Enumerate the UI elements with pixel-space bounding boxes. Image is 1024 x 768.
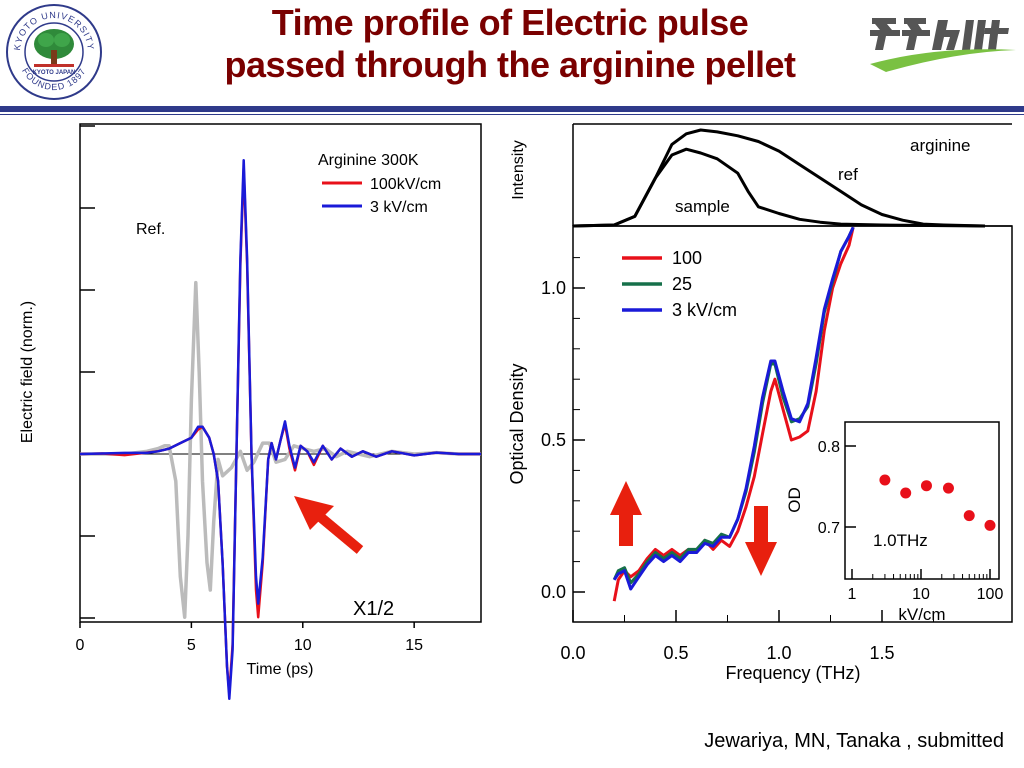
od-x-tick-label: 1.5 xyxy=(869,643,894,663)
logo-glyphs xyxy=(870,18,1009,50)
od-chart-frame xyxy=(572,225,1013,623)
od-y-tick-label: 0.0 xyxy=(541,582,566,602)
time-chart: 0 5 10 15 Time (ps) Electric field (norm.) … xyxy=(19,123,482,701)
inset-data-point xyxy=(879,474,891,486)
od-line-0 xyxy=(612,226,855,602)
time-chart-legend: Arginine 300K 100kV/cm 3 kV/cm xyxy=(318,152,441,216)
od-chart-x-label: Frequency (THz) xyxy=(725,663,860,683)
arginine-annotation: arginine xyxy=(910,136,971,155)
slide-title: Time profile of Electric pulse passed th… xyxy=(110,2,910,86)
legend-entry-3kv-od: 3 kV/cm xyxy=(672,300,737,320)
ref-annotation: Ref. xyxy=(136,221,165,238)
logo-badge-text: PRESTO xyxy=(928,60,965,70)
legend-entry-100: 100 xyxy=(672,248,702,268)
inset-data-point xyxy=(984,519,996,531)
od-chart-series xyxy=(612,226,855,602)
inset-annotation: 1.0THz xyxy=(873,531,928,550)
citation: Jewariya, MN, Tanaka , submitted xyxy=(704,730,1004,752)
intensity-series xyxy=(572,128,986,228)
legend-title: Arginine 300K xyxy=(318,152,419,169)
header-rule xyxy=(0,106,1024,112)
inset-y-tick-label: 0.8 xyxy=(818,439,840,456)
od-chart: 0.0 0.5 1.0 0.0 0.5 1.0 1.5 Frequency (THz) O… xyxy=(507,225,1013,683)
time-x-tick-label: 10 xyxy=(294,637,312,654)
title-line-2: passed through the arginine pellet xyxy=(224,44,796,85)
inset-x-tick-label: 1 xyxy=(848,586,857,603)
inset-chart: 0.7 0.8 1 10 100 kV/cm OD 1.0THz xyxy=(785,421,1004,624)
intensity-chart: Intensity arginine ref sample xyxy=(510,123,1012,228)
time-chart-y-ticks xyxy=(80,125,95,619)
od-x-tick-label: 0.5 xyxy=(663,643,688,663)
od-line-2 xyxy=(612,226,855,591)
legend-entry-25: 25 xyxy=(672,274,692,294)
sample-spectrum-annotation: sample xyxy=(675,197,730,216)
university-seal: KYOTO UNIVERSITY FOUNDED 1897 KYOTO JAPA… xyxy=(6,4,102,100)
od-y-tick-label: 0.5 xyxy=(541,430,566,450)
header-rule-thin xyxy=(0,114,1024,115)
time-chart-x-label: Time (ps) xyxy=(247,661,314,678)
time-x-tick-label: 0 xyxy=(76,637,85,654)
down-arrow-icon xyxy=(745,506,777,576)
inset-y-label: OD xyxy=(785,487,804,513)
inset-points xyxy=(879,474,996,531)
legend-entry-100kv: 100kV/cm xyxy=(370,176,441,193)
inset-x-tick-label: 100 xyxy=(977,586,1004,603)
time-series-line-0 xyxy=(79,167,481,695)
inset-y-ticks: 0.7 0.8 xyxy=(818,439,856,537)
time-series-line-ref xyxy=(80,280,481,619)
time-x-tick-label: 15 xyxy=(405,637,423,654)
time-chart-y-label: Electric field (norm.) xyxy=(19,301,36,443)
od-chart-x-ticks: 0.0 0.5 1.0 1.5 xyxy=(560,610,934,663)
sakigake-logo: PRESTO xyxy=(870,18,1016,72)
seal-center-text: KYOTO JAPAN xyxy=(33,70,76,76)
time-chart-x-ticks: 0 5 10 15 xyxy=(76,622,423,654)
od-x-tick-label: 0.0 xyxy=(560,643,585,663)
up-arrow-icon xyxy=(610,481,642,546)
inset-x-tick-label: 10 xyxy=(912,586,930,603)
time-chart-frame xyxy=(79,123,482,623)
od-chart-legend: 100 25 3 kV/cm xyxy=(622,248,737,320)
ref-spectrum-annotation: ref xyxy=(838,165,858,184)
od-chart-y-ticks: 0.0 0.5 1.0 xyxy=(541,257,585,602)
time-x-tick-label: 5 xyxy=(187,637,196,654)
title-line-1: Time profile of Electric pulse xyxy=(271,2,749,43)
time-series-line-1 xyxy=(79,158,481,701)
od-chart-y-label: Optical Density xyxy=(507,363,527,484)
inset-frame xyxy=(844,421,1000,580)
scale-annotation: X1/2 xyxy=(353,598,394,620)
inset-data-point xyxy=(942,482,954,494)
intensity-line-sample xyxy=(572,147,986,228)
inset-x-label: kV/cm xyxy=(898,605,945,624)
od-y-tick-label: 1.0 xyxy=(541,278,566,298)
legend-entry-3kv: 3 kV/cm xyxy=(370,199,428,216)
inset-data-point xyxy=(920,480,932,492)
inset-x-ticks: 1 10 100 xyxy=(848,569,1004,603)
inset-data-point xyxy=(963,510,975,522)
od-x-tick-label: 1.0 xyxy=(766,643,791,663)
inset-data-point xyxy=(900,487,912,499)
inset-y-tick-label: 0.7 xyxy=(818,520,840,537)
time-chart-series xyxy=(79,158,481,701)
intensity-y-label: Intensity xyxy=(510,140,527,200)
tree-icon xyxy=(34,29,74,67)
arrow-icon xyxy=(294,496,364,554)
